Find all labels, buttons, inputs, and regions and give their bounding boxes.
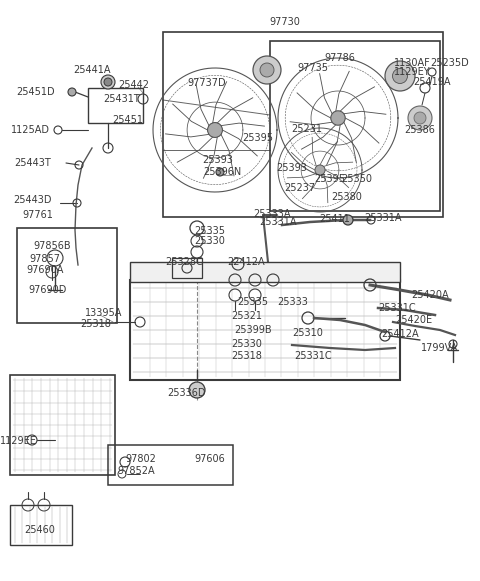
Text: 1799VA: 1799VA bbox=[421, 343, 458, 353]
Text: 1129EY: 1129EY bbox=[394, 67, 431, 77]
Text: 97730: 97730 bbox=[270, 17, 300, 27]
Text: 25310: 25310 bbox=[293, 328, 324, 338]
Text: 13395A: 13395A bbox=[85, 308, 123, 318]
Text: 25443T: 25443T bbox=[14, 158, 51, 168]
Circle shape bbox=[260, 63, 274, 77]
Text: 97606: 97606 bbox=[194, 454, 226, 464]
Circle shape bbox=[68, 88, 76, 96]
Circle shape bbox=[414, 112, 426, 124]
Circle shape bbox=[331, 111, 345, 125]
Text: 25350: 25350 bbox=[341, 174, 372, 184]
Text: 25399B: 25399B bbox=[234, 325, 272, 335]
Text: 25231: 25231 bbox=[291, 124, 323, 134]
Circle shape bbox=[216, 168, 224, 176]
Text: 22412A: 22412A bbox=[227, 257, 265, 267]
Text: 97802: 97802 bbox=[126, 454, 156, 464]
Text: 25335: 25335 bbox=[238, 297, 268, 307]
Circle shape bbox=[253, 56, 281, 84]
Bar bbox=[10, 505, 72, 545]
Text: 25333A: 25333A bbox=[253, 209, 291, 219]
Text: 97735: 97735 bbox=[298, 63, 328, 73]
Text: 25386: 25386 bbox=[405, 125, 435, 135]
Text: 25412A: 25412A bbox=[381, 329, 419, 339]
Bar bbox=[10, 375, 115, 475]
Text: 25380: 25380 bbox=[332, 192, 362, 202]
Bar bbox=[88, 88, 143, 123]
Text: 25460: 25460 bbox=[24, 525, 55, 535]
Circle shape bbox=[385, 61, 415, 91]
Bar bbox=[172, 258, 202, 278]
Text: 25336D: 25336D bbox=[168, 388, 206, 398]
Text: 25330: 25330 bbox=[231, 339, 263, 349]
Text: 97761: 97761 bbox=[23, 210, 53, 220]
Text: 25237: 25237 bbox=[285, 183, 315, 193]
Circle shape bbox=[189, 382, 205, 398]
Circle shape bbox=[315, 165, 325, 175]
Text: 25411: 25411 bbox=[320, 214, 350, 224]
Text: 25331C: 25331C bbox=[378, 303, 416, 313]
Text: 25442: 25442 bbox=[119, 80, 149, 90]
Text: 97690A: 97690A bbox=[26, 265, 64, 275]
Circle shape bbox=[343, 215, 353, 225]
Text: 1129EE: 1129EE bbox=[0, 436, 36, 446]
Text: 25331A: 25331A bbox=[259, 217, 297, 227]
Text: 25431T: 25431T bbox=[104, 94, 140, 104]
Text: 25443D: 25443D bbox=[14, 195, 52, 205]
Text: 97737D: 97737D bbox=[188, 78, 226, 88]
Text: 97852A: 97852A bbox=[117, 466, 155, 476]
Circle shape bbox=[408, 106, 432, 130]
Text: 25335: 25335 bbox=[194, 226, 226, 236]
Bar bbox=[108, 445, 233, 485]
Text: 25235D: 25235D bbox=[430, 58, 469, 68]
Bar bbox=[17, 228, 117, 323]
Text: 97857: 97857 bbox=[29, 254, 60, 264]
Circle shape bbox=[104, 78, 112, 86]
Text: 25451D: 25451D bbox=[17, 87, 55, 97]
Bar bbox=[130, 262, 400, 282]
Text: 25318: 25318 bbox=[231, 351, 263, 361]
Text: 1130AF: 1130AF bbox=[394, 58, 431, 68]
Text: 25441A: 25441A bbox=[73, 65, 111, 75]
Bar bbox=[270, 41, 440, 211]
Text: 25420E: 25420E bbox=[396, 315, 432, 325]
Text: 1125AD: 1125AD bbox=[11, 125, 49, 135]
Text: 25331C: 25331C bbox=[294, 351, 332, 361]
Text: 25396N: 25396N bbox=[203, 167, 241, 177]
Circle shape bbox=[207, 123, 222, 138]
Text: 97690D: 97690D bbox=[29, 285, 67, 295]
Text: 25393: 25393 bbox=[203, 155, 233, 165]
Text: 25333: 25333 bbox=[277, 297, 309, 307]
Text: 25330: 25330 bbox=[194, 236, 226, 246]
Text: 25395: 25395 bbox=[314, 174, 346, 184]
Text: 25331A: 25331A bbox=[364, 213, 402, 223]
Text: 25328C: 25328C bbox=[165, 257, 203, 267]
Text: 97786: 97786 bbox=[324, 53, 355, 63]
Text: 25321: 25321 bbox=[231, 311, 263, 321]
Text: 25419A: 25419A bbox=[413, 77, 451, 87]
Circle shape bbox=[393, 69, 408, 84]
Bar bbox=[163, 32, 443, 217]
Text: 25451: 25451 bbox=[112, 115, 144, 125]
Text: 25393: 25393 bbox=[276, 163, 307, 173]
Text: 97856B: 97856B bbox=[33, 241, 71, 251]
Circle shape bbox=[101, 75, 115, 89]
Bar bbox=[130, 280, 400, 380]
Text: 25318: 25318 bbox=[81, 319, 111, 329]
Text: 25395: 25395 bbox=[242, 133, 274, 143]
Text: 25420A: 25420A bbox=[411, 290, 449, 300]
